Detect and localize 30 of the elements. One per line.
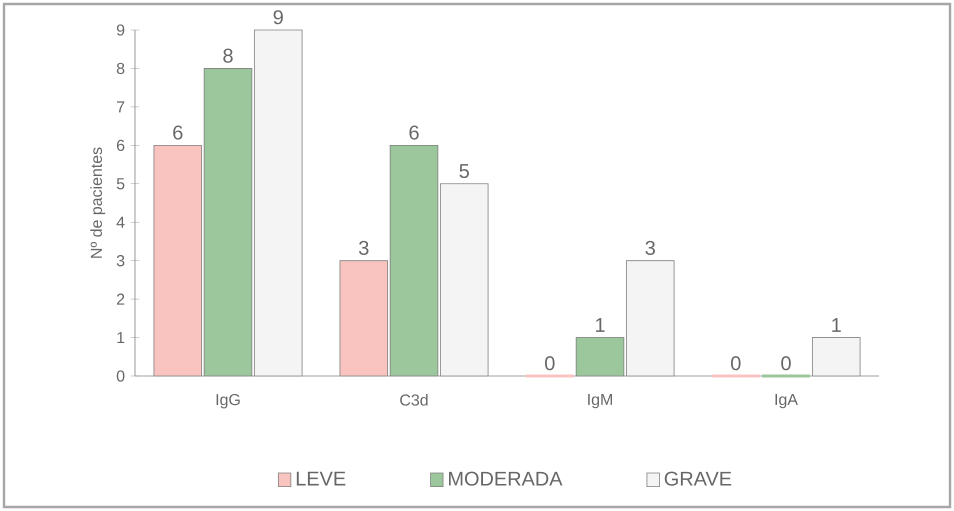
x-tick-label: C3d <box>400 394 428 406</box>
data-label: 0 <box>545 356 555 370</box>
y-tick-label: 5 <box>116 178 124 190</box>
y-tick-label: 2 <box>116 294 124 305</box>
data-label: 1 <box>832 318 841 332</box>
data-label: 3 <box>358 240 368 255</box>
y-tick-label: 8 <box>116 62 124 74</box>
legend-label: GRAVE <box>664 472 732 486</box>
y-tick-label: 7 <box>116 101 124 112</box>
legend-label: MODERADA <box>449 472 562 486</box>
y-tick-label: 9 <box>116 24 124 36</box>
y-tick-label: 0 <box>116 370 124 382</box>
y-tick-label: 3 <box>116 255 124 266</box>
data-label: 6 <box>173 126 182 140</box>
data-label: 3 <box>645 240 655 255</box>
data-label: 8 <box>223 48 233 63</box>
x-tick-label: IgA <box>776 394 798 408</box>
x-tick-label: IgM <box>588 394 612 408</box>
legend-label: LEVE <box>296 472 346 486</box>
data-label: 0 <box>731 356 741 370</box>
data-label: 0 <box>781 356 791 370</box>
data-label: 5 <box>460 164 469 178</box>
data-label: 9 <box>274 10 283 24</box>
data-label: 1 <box>596 318 605 332</box>
y-tick-label: 4 <box>116 216 125 228</box>
y-tick-label: 1 <box>117 332 124 344</box>
data-label: 6 <box>409 126 419 140</box>
x-tick-label: IgG <box>216 394 240 408</box>
y-tick-label: 6 <box>116 140 124 151</box>
y-axis-title: Nº de pacientes <box>90 148 106 258</box>
